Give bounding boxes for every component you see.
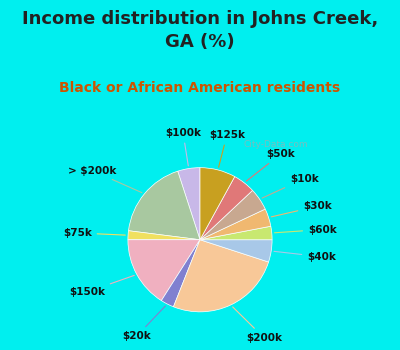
Text: $125k: $125k — [209, 130, 245, 167]
Wedge shape — [200, 168, 235, 240]
Text: $40k: $40k — [274, 251, 336, 262]
Wedge shape — [128, 171, 200, 240]
Text: City-Data.com: City-Data.com — [244, 140, 308, 149]
Text: $10k: $10k — [262, 174, 318, 198]
Wedge shape — [200, 177, 252, 240]
Text: $150k: $150k — [69, 275, 134, 297]
Text: Income distribution in Johns Creek,
GA (%): Income distribution in Johns Creek, GA (… — [22, 10, 378, 51]
Wedge shape — [128, 240, 200, 301]
Text: $30k: $30k — [271, 201, 332, 217]
Wedge shape — [178, 168, 200, 240]
Text: $60k: $60k — [274, 225, 337, 235]
Text: $200k: $200k — [233, 307, 282, 343]
Wedge shape — [128, 231, 200, 240]
Wedge shape — [200, 240, 272, 262]
Text: Black or African American residents: Black or African American residents — [60, 80, 340, 94]
Text: $75k: $75k — [63, 228, 125, 238]
Text: $100k: $100k — [165, 127, 201, 166]
Wedge shape — [200, 190, 265, 240]
Wedge shape — [200, 209, 271, 240]
Wedge shape — [174, 240, 268, 312]
Text: > $200k: > $200k — [68, 166, 142, 192]
Text: $50k: $50k — [246, 149, 295, 181]
Wedge shape — [161, 240, 200, 307]
Wedge shape — [200, 226, 272, 240]
Text: $20k: $20k — [122, 306, 165, 342]
